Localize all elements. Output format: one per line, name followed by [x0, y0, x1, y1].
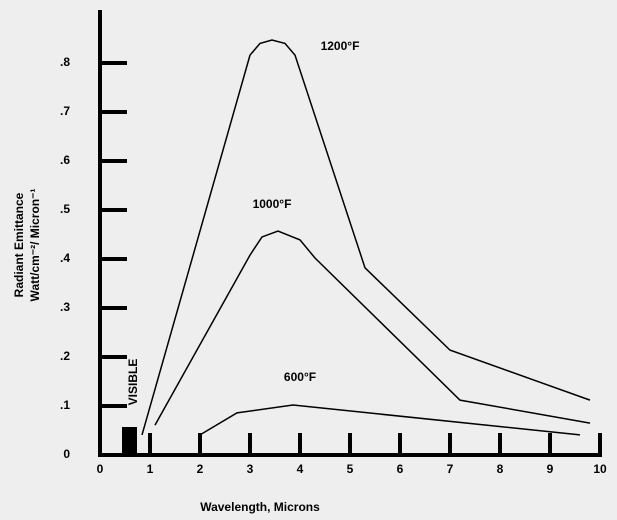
- y-tick-label: .2: [60, 349, 70, 363]
- series-label: 1200°F: [321, 39, 360, 53]
- y-tick-label: .5: [60, 202, 70, 216]
- y-tick-label: .1: [60, 398, 70, 412]
- x-tick-label: 4: [297, 462, 304, 476]
- x-tick-label: 8: [497, 462, 504, 476]
- y-tick-label: .8: [60, 55, 70, 69]
- y-tick-label: .3: [60, 300, 70, 314]
- y-tick-label: 0: [63, 447, 70, 461]
- x-tick-label: 10: [593, 462, 607, 476]
- x-tick-label: 7: [447, 462, 454, 476]
- x-tick-label: 9: [547, 462, 554, 476]
- x-axis-label: Wavelength, Microns: [200, 500, 320, 514]
- y-axis-label: Radiant Emittance: [12, 192, 26, 297]
- series-label: 1000°F: [253, 197, 292, 211]
- series-label: 600°F: [284, 370, 316, 384]
- x-tick-label: 0: [97, 462, 104, 476]
- y-tick-label: .7: [60, 104, 70, 118]
- line: [141, 39, 591, 436]
- line: [199, 404, 581, 436]
- x-tick-label: 6: [397, 462, 404, 476]
- x-tick-label: 2: [197, 462, 204, 476]
- x-tick-label: 1: [147, 462, 154, 476]
- line: [154, 230, 591, 426]
- visible-band: [122, 427, 137, 455]
- annotation: VISIBLE: [126, 359, 140, 406]
- x-tick-label: 5: [347, 462, 354, 476]
- y-tick-label: .6: [60, 153, 70, 167]
- x-tick-label: 3: [247, 462, 254, 476]
- y-axis-label: Watt/cm⁻²/ Micron⁻¹: [28, 189, 42, 302]
- y-tick-label: .4: [60, 251, 70, 265]
